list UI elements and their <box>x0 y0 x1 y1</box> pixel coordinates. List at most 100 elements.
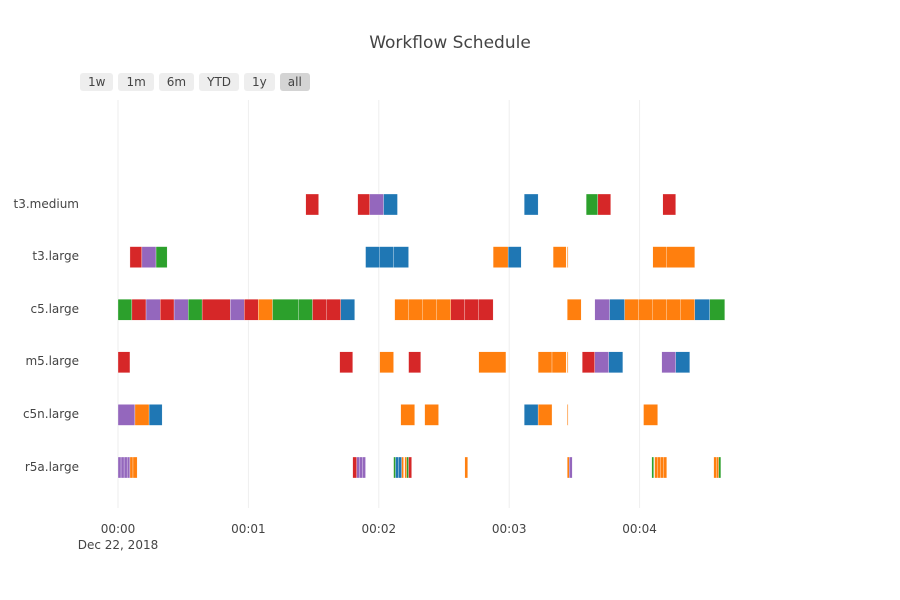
task-bar[interactable] <box>675 351 690 373</box>
task-bar[interactable] <box>379 351 394 373</box>
task-bar[interactable] <box>422 299 437 321</box>
task-bar[interactable] <box>312 299 327 321</box>
task-bar[interactable] <box>117 299 133 321</box>
task-bar[interactable] <box>394 299 409 321</box>
task-bar[interactable] <box>173 299 189 321</box>
task-bar[interactable] <box>160 299 175 321</box>
task-bar[interactable] <box>567 299 582 321</box>
task-bar[interactable] <box>131 299 147 321</box>
task-bar[interactable] <box>123 456 128 479</box>
task-bar[interactable] <box>597 193 611 216</box>
task-bar[interactable] <box>594 299 610 321</box>
task-bar[interactable] <box>244 299 259 321</box>
task-bar[interactable] <box>400 404 415 426</box>
task-bar[interactable] <box>404 456 407 479</box>
task-bar[interactable] <box>365 246 380 268</box>
task-bar[interactable] <box>188 299 203 321</box>
task-bar[interactable] <box>551 351 567 373</box>
task-bar[interactable] <box>608 351 624 373</box>
task-bar[interactable] <box>352 456 357 479</box>
range-button-6m[interactable]: 6m <box>158 73 195 91</box>
task-bar[interactable] <box>201 299 231 321</box>
task-bar[interactable] <box>567 351 569 373</box>
task-bar[interactable] <box>395 456 399 479</box>
task-bar[interactable] <box>424 404 439 426</box>
task-bar[interactable] <box>661 351 676 373</box>
task-bar[interactable] <box>652 299 667 321</box>
task-bar[interactable] <box>393 246 409 268</box>
task-bar[interactable] <box>657 456 661 479</box>
task-bar[interactable] <box>339 351 353 373</box>
task-bar[interactable] <box>369 193 384 216</box>
task-bar[interactable] <box>359 456 363 479</box>
task-bar[interactable] <box>326 299 341 321</box>
task-bar[interactable] <box>666 246 695 268</box>
task-bar[interactable] <box>464 456 468 479</box>
task-bar[interactable] <box>126 456 131 479</box>
task-bar[interactable] <box>393 456 396 479</box>
task-bar[interactable] <box>298 299 313 321</box>
task-bar[interactable] <box>524 193 539 216</box>
task-bar[interactable] <box>398 456 402 479</box>
task-bar[interactable] <box>624 299 639 321</box>
task-bar[interactable] <box>132 456 138 479</box>
task-bar[interactable] <box>357 193 370 216</box>
task-bar[interactable] <box>537 351 553 373</box>
task-bar[interactable] <box>408 456 412 479</box>
task-bar[interactable] <box>362 456 366 479</box>
task-bar[interactable] <box>666 299 681 321</box>
task-bar[interactable] <box>141 246 157 268</box>
task-bar[interactable] <box>654 456 658 479</box>
task-bar[interactable] <box>582 351 595 373</box>
task-bar[interactable] <box>492 246 509 268</box>
task-bar[interactable] <box>652 246 667 268</box>
task-bar[interactable] <box>464 299 479 321</box>
task-bar[interactable] <box>120 456 125 479</box>
task-bar[interactable] <box>408 299 423 321</box>
task-bar[interactable] <box>129 246 143 268</box>
task-bar[interactable] <box>524 404 539 426</box>
task-bar[interactable] <box>694 299 710 321</box>
task-bar[interactable] <box>155 246 168 268</box>
task-bar[interactable] <box>680 299 695 321</box>
task-bar[interactable] <box>478 299 494 321</box>
task-bar[interactable] <box>383 193 398 216</box>
task-bar[interactable] <box>129 456 134 479</box>
task-bar[interactable] <box>379 246 394 268</box>
range-button-1w[interactable]: 1w <box>80 73 114 91</box>
task-bar[interactable] <box>272 299 299 321</box>
task-bar[interactable] <box>305 193 319 216</box>
task-bar[interactable] <box>643 404 658 426</box>
task-bar[interactable] <box>567 456 570 479</box>
task-bar[interactable] <box>537 404 553 426</box>
task-bar[interactable] <box>567 246 569 268</box>
task-bar[interactable] <box>552 246 567 268</box>
task-bar[interactable] <box>450 299 466 321</box>
task-bar[interactable] <box>478 351 507 373</box>
task-bar[interactable] <box>638 299 653 321</box>
range-button-1m[interactable]: 1m <box>118 73 154 91</box>
task-bar[interactable] <box>663 456 667 479</box>
task-bar[interactable] <box>406 456 409 479</box>
task-bar[interactable] <box>230 299 245 321</box>
task-bar[interactable] <box>401 456 404 479</box>
task-bar[interactable] <box>660 456 664 479</box>
task-bar[interactable] <box>117 351 131 373</box>
task-bar[interactable] <box>713 456 717 479</box>
task-bar[interactable] <box>507 246 522 268</box>
task-bar[interactable] <box>594 351 609 373</box>
range-button-ytd[interactable]: YTD <box>199 73 240 91</box>
task-bar[interactable] <box>148 404 163 426</box>
range-button-1y[interactable]: 1y <box>244 73 275 91</box>
task-bar[interactable] <box>340 299 355 321</box>
task-bar[interactable] <box>408 351 421 373</box>
task-bar[interactable] <box>709 299 725 321</box>
task-bar[interactable] <box>585 193 599 216</box>
range-button-all[interactable]: all <box>279 73 310 91</box>
task-bar[interactable] <box>569 456 573 479</box>
task-bar[interactable] <box>651 456 654 479</box>
task-bar[interactable] <box>567 404 569 426</box>
task-bar[interactable] <box>145 299 161 321</box>
task-bar[interactable] <box>117 404 136 426</box>
task-bar[interactable] <box>716 456 719 479</box>
